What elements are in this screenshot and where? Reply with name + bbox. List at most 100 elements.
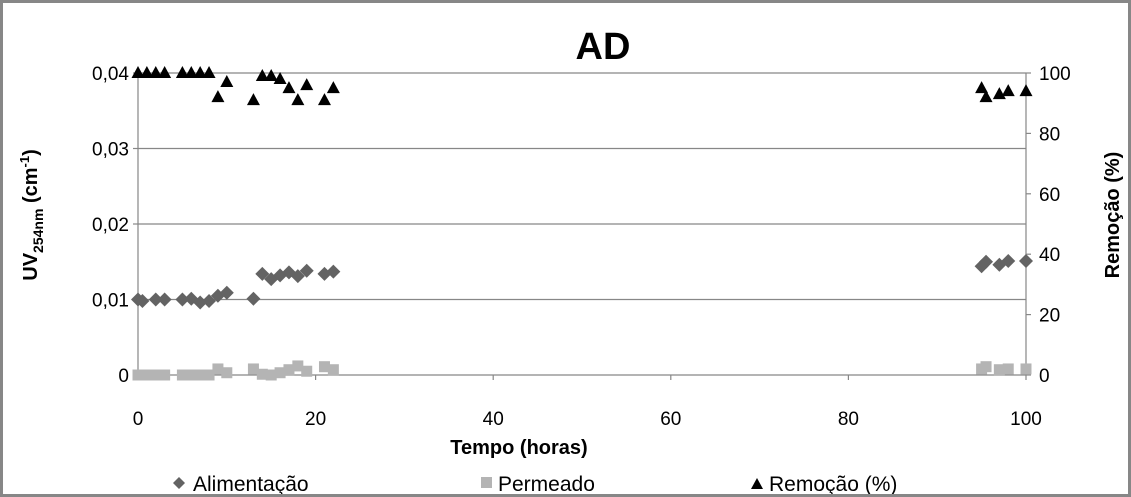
y-tick-label: 0 — [118, 366, 129, 387]
y-axis-title: UV254nm (cm-1) — [17, 149, 46, 281]
chart-title: AD — [576, 26, 631, 68]
data-point-triangle — [131, 66, 145, 78]
data-point-square — [292, 360, 304, 372]
data-point-triangle — [220, 75, 234, 88]
y-axis-title-main: UV — [20, 252, 42, 280]
data-points — [131, 66, 1033, 381]
data-point-triangle — [184, 66, 198, 78]
data-point-square — [256, 368, 268, 380]
data-point-square — [980, 361, 992, 373]
data-point-square — [132, 369, 144, 381]
data-point-diamond — [135, 294, 150, 309]
data-point-diamond — [157, 292, 172, 307]
legend-item-alimentacao: Alimentação — [173, 473, 309, 494]
y-tick-label: 0,02 — [92, 215, 129, 236]
y2-tick-label: 0 — [1039, 366, 1050, 387]
data-point-square — [318, 361, 330, 373]
data-point-triangle — [140, 66, 154, 78]
data-point-triangle — [211, 90, 225, 103]
axes — [133, 72, 1031, 380]
data-point-diamond — [202, 294, 217, 309]
data-point-square — [1020, 363, 1032, 375]
data-point-square — [150, 369, 162, 381]
y2-tick-label: 100 — [1039, 64, 1071, 85]
data-point-triangle — [979, 90, 993, 103]
x-tick-label: 0 — [133, 409, 144, 430]
data-point-square — [159, 369, 171, 381]
data-point-square — [141, 369, 153, 381]
data-point-square — [301, 365, 313, 377]
data-point-diamond — [1001, 253, 1016, 268]
x-axis-title: Tempo (horas) — [450, 437, 587, 459]
x-tick-label: 100 — [1010, 409, 1042, 430]
data-point-square — [327, 364, 339, 376]
legend-label-remocao: Remoção (%) — [769, 473, 897, 494]
y2-tick-label: 60 — [1039, 185, 1060, 206]
data-point-triangle — [264, 69, 278, 82]
data-point-triangle — [246, 93, 260, 106]
legend-item-permeado: Permeado — [481, 473, 595, 494]
data-point-diamond — [290, 269, 305, 284]
data-point-square — [283, 364, 295, 376]
data-point-diamond — [193, 295, 208, 310]
data-point-square — [194, 369, 206, 381]
y-axis-title-unit: (cm — [20, 167, 42, 208]
y-tick-label: 0,03 — [92, 140, 129, 161]
legend-item-remocao: Remoção (%) — [751, 473, 897, 494]
y-axis-title-unit-close: ) — [20, 149, 42, 156]
data-point-diamond — [1019, 253, 1033, 268]
data-point-triangle — [300, 78, 314, 91]
data-point-triangle — [158, 66, 172, 78]
data-point-square — [993, 364, 1005, 376]
y-tick-label: 0,01 — [92, 291, 129, 312]
legend-square-icon — [481, 477, 492, 488]
x-tick-label: 40 — [483, 409, 504, 430]
legend: Alimentação Permeado Remoção (%) — [173, 473, 897, 494]
chart-canvas: AD 0 0,01 0,02 0,03 0,04 0 20 40 60 80 100 0 20 40 60 8… — [17, 26, 1124, 494]
data-point-square — [247, 363, 259, 375]
data-point-triangle — [992, 87, 1006, 100]
data-point-diamond — [219, 285, 234, 300]
data-point-square — [185, 369, 197, 381]
data-point-diamond — [148, 292, 163, 307]
x-tick-label: 20 — [305, 409, 326, 430]
data-point-triangle — [282, 81, 296, 94]
data-point-triangle — [273, 72, 287, 85]
y2-tick-label: 20 — [1039, 306, 1060, 327]
data-point-square — [274, 367, 286, 379]
data-point-diamond — [255, 266, 270, 281]
data-point-square — [221, 367, 233, 379]
tick-labels: 0 0,01 0,02 0,03 0,04 0 20 40 60 80 100 0 20 40 60 80 10… — [92, 64, 1071, 430]
x-tick-label: 60 — [660, 409, 681, 430]
legend-triangle-icon — [751, 478, 763, 489]
data-point-diamond — [299, 263, 314, 278]
data-point-triangle — [149, 66, 163, 78]
data-point-square — [203, 369, 215, 381]
legend-diamond-icon — [173, 477, 185, 489]
data-point-diamond — [175, 292, 190, 307]
data-point-diamond — [246, 291, 261, 306]
y-axis-title-sub: 254nm — [30, 209, 46, 253]
data-point-diamond — [326, 264, 341, 279]
y-tick-label: 0,04 — [92, 64, 129, 85]
legend-label-permeado: Permeado — [498, 473, 595, 494]
legend-label-alimentacao: Alimentação — [193, 473, 309, 494]
data-point-triangle — [326, 81, 340, 94]
y2-axis-title: Remoção (%) — [1102, 152, 1124, 279]
x-tick-label: 80 — [838, 409, 859, 430]
gridlines — [138, 72, 1026, 301]
data-point-triangle — [975, 81, 989, 94]
data-point-square — [265, 369, 277, 381]
data-point-triangle — [317, 93, 331, 106]
y-axis-title-unit-sup: -1 — [17, 156, 32, 168]
data-point-triangle — [193, 66, 207, 78]
data-point-triangle — [291, 93, 305, 106]
data-point-triangle — [255, 69, 269, 82]
y2-tick-label: 40 — [1039, 245, 1060, 266]
data-point-square — [176, 369, 188, 381]
data-point-triangle — [1001, 84, 1015, 97]
data-point-triangle — [202, 66, 216, 78]
data-point-square — [212, 363, 224, 375]
data-point-triangle — [175, 66, 189, 78]
